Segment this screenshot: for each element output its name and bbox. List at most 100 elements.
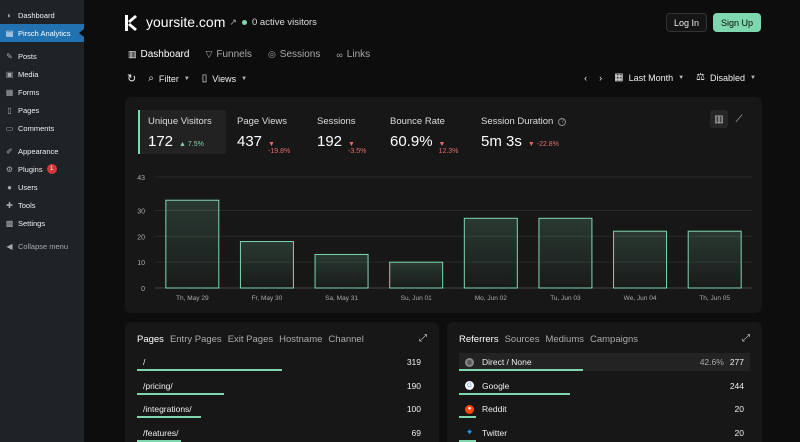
wp-menu-plugins[interactable]: ⚙ Plugins 1 [0,160,84,178]
line-chart-toggle-icon[interactable]: ⟋ [735,113,743,125]
chevron-down-icon: ▼ [678,74,685,81]
wp-menu-comments[interactable]: ▭ Comments [0,119,84,137]
period-dropdown[interactable]: ▦ Last Month ▼ [614,72,684,83]
share-bar [137,392,224,395]
login-button[interactable]: Log In [666,13,707,32]
pin-icon: ✎ [6,51,13,61]
wp-menu-posts[interactable]: ✎ Posts [0,47,84,65]
refresh-icon[interactable]: ↻ [127,73,137,85]
metric-value: 60.9% [390,133,433,150]
expand-icon[interactable]: ⤢ [742,333,750,344]
referrers-card: Referrers Sources Mediums Campaigns ⤢ ◍ Dire… [447,322,762,442]
wp-menu-forms[interactable]: ▦ Forms [0,83,84,101]
table-row[interactable]: ✦ Twitter 20 [459,424,750,442]
card-tab-hostname[interactable]: Hostname [279,334,323,345]
signup-button[interactable]: Sign Up [713,13,761,32]
share-bar [459,416,477,418]
chart-bar[interactable] [314,253,369,289]
referrer-name: Google [482,380,510,391]
wp-menu-tools[interactable]: ✚ Tools [0,196,84,214]
metric-unique-visitors[interactable]: Unique Visitors 172 ▲ 7.5% [138,110,226,154]
site-domain-link[interactable]: yoursite.com ↗ [146,14,237,30]
referrer-visitors-value: 277 [729,357,744,367]
chart-bar[interactable] [165,199,220,289]
tab-links[interactable]: ∞ Links [336,49,370,60]
table-row[interactable]: G Google 244 [459,377,750,395]
table-row[interactable]: /integrations/100 [137,400,427,418]
table-row[interactable]: /pricing/190 [137,377,427,395]
metric-page-views[interactable]: Page Views 437 ▼ -19.8% [229,110,307,155]
share-bar [137,439,181,442]
metric-label-row: Session Duration? [481,116,575,127]
referrer-name: Reddit [482,404,507,414]
metric-delta: ▲ 7.5% [179,141,204,148]
referrer-name: Direct / None [482,357,532,367]
wp-menu-settings[interactable]: ▩ Settings [0,214,84,232]
comparison-dropdown[interactable]: ⚖ Disabled ▼ [696,72,756,83]
card-tab-mediums[interactable]: Mediums [545,334,584,345]
wp-menu-users[interactable]: ● Users [0,178,84,196]
collapse-icon: ◀ [6,241,13,251]
table-row[interactable]: ◍ Direct / None 42.6% 277 [459,353,750,371]
metric-bounce-rate[interactable]: Bounce Rate 60.9% ▼ 12.3% [382,110,470,155]
chart-bar[interactable] [463,217,518,289]
bar-chart-toggle-icon[interactable]: ▥ [710,110,728,128]
metric-session-duration[interactable]: Session Duration? 5m 3s ▼ -22.8% [473,110,583,154]
comment-icon: ▭ [5,123,14,133]
card-tab-pages[interactable]: Pages [137,334,164,345]
wp-menu-label: Posts [18,51,37,61]
card-tab-exit-pages[interactable]: Exit Pages [227,334,274,345]
chart-icon: ▤ [5,28,14,38]
metric-delta-value: -3.5% [348,148,367,155]
settings-icon: ▩ [5,218,14,228]
views-dropdown[interactable]: ▯ Views ▼ [202,73,247,84]
chart-bar[interactable] [687,230,742,289]
comparison-label: Disabled [710,72,746,83]
metric-value-row: 5m 3s ▼ -22.8% [481,133,575,150]
card-tab-channel[interactable]: Channel [328,334,364,345]
wp-menu-collapse-menu[interactable]: ◀ Collapse menu [0,237,84,255]
filter-dropdown[interactable]: ⌕ Filter ▼ [148,73,190,84]
chevron-left-icon[interactable]: ‹ [584,72,588,83]
chart-bar[interactable] [239,241,294,289]
wp-menu-media[interactable]: ▣ Media [0,65,84,83]
table-row[interactable]: ● Reddit 20 [459,400,750,418]
info-icon[interactable]: ? [558,117,567,126]
metric-delta: ▼ -3.5% [348,141,371,155]
wp-menu-pirsch-analytics[interactable]: ▤ Pirsch Analytics [0,24,84,42]
visitors-bar-chart: 0 10 20 30 43 Th, May 29 Fr, May 30 Sa, May 31 S… [137,175,752,302]
scale-icon: ⚖ [696,72,706,83]
chart-bar[interactable] [389,261,444,289]
share-bar [137,416,201,418]
x-tick-label: Fr, May 30 [252,295,283,302]
metric-sessions[interactable]: Sessions 192 ▼ -3.5% [309,110,379,155]
card-tab-campaigns[interactable]: Campaigns [590,334,639,345]
card-tab-entry-pages[interactable]: Entry Pages [169,334,222,345]
search-icon: ⌕ [148,73,154,84]
page-views-value: 100 [406,404,421,414]
calendar-icon: ▦ [614,72,624,83]
chevron-right-icon[interactable]: › [599,72,603,83]
card-tab-referrers[interactable]: Referrers [459,334,499,345]
table-row[interactable]: /features/69 [137,424,427,442]
wp-menu-appearance[interactable]: ✐ Appearance [0,142,84,160]
tab-dashboard[interactable]: ▥ Dashboard [128,49,189,60]
page-path: / [143,357,146,367]
tab-funnels[interactable]: ▽ Funnels [205,49,252,60]
bookmark-icon: ▯ [201,73,208,84]
metric-value: 172 [148,133,174,150]
metric-label: Bounce Rate [390,116,445,127]
table-row[interactable]: / 319 [137,353,427,371]
tab-sessions[interactable]: ◎ Sessions [268,49,320,60]
wp-menu-dashboard[interactable]: ◐ Dashboard [0,6,84,24]
wp-menu-label: Plugins [18,164,43,174]
row-value-wrap: 319 [407,357,427,367]
card-tab-sources[interactable]: Sources [504,334,540,345]
chart-bar[interactable] [613,230,668,289]
expand-icon[interactable]: ⤢ [419,333,427,344]
metric-delta-value: 12.3% [438,148,459,155]
chart-bar[interactable] [538,217,593,289]
wp-menu-pages[interactable]: ▯ Pages [0,101,84,119]
main-tabs: ▥ Dashboard ▽ Funnels ◎ Sessions ∞ Links [128,49,370,60]
